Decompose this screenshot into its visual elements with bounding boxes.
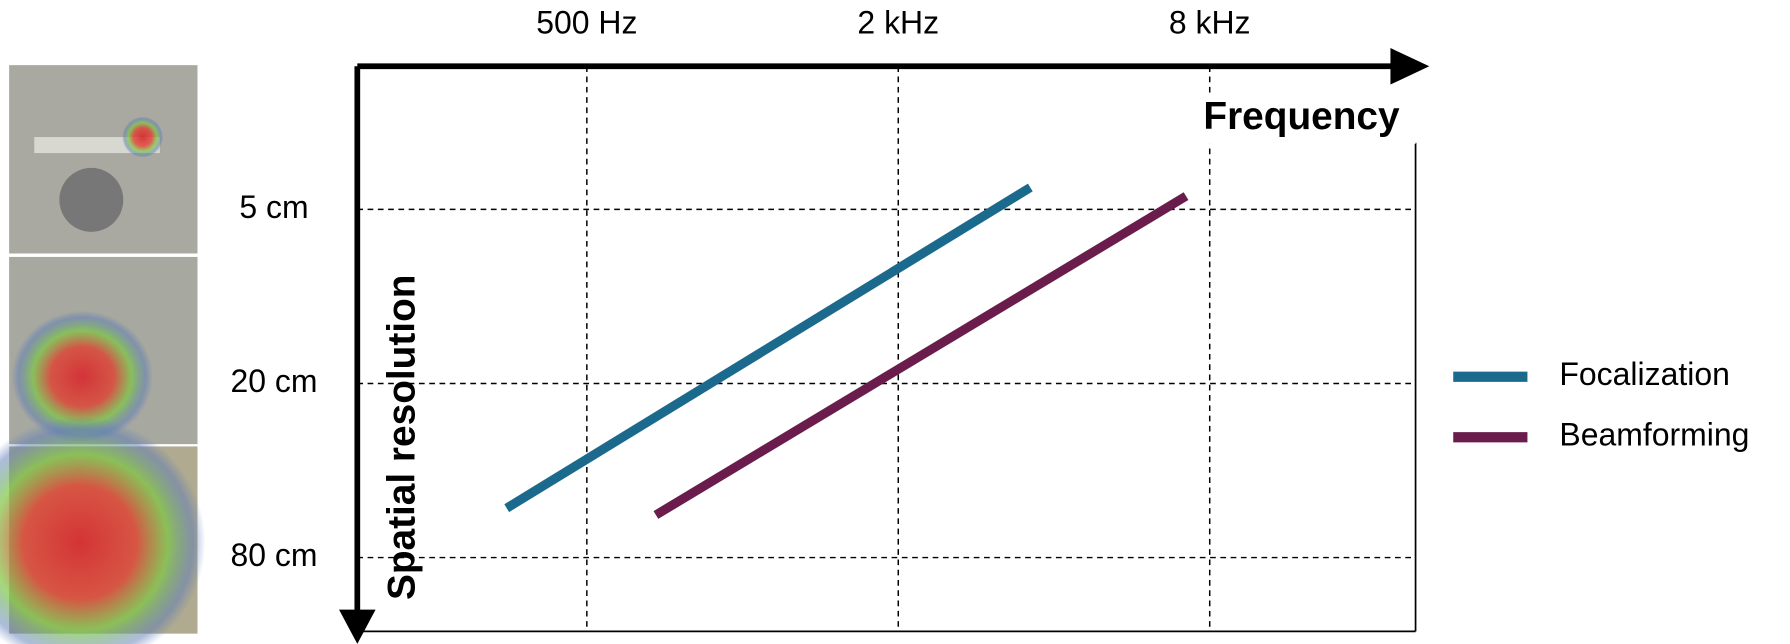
y-axis-title: Spatial resolution [380,275,423,601]
y-tick-label: 80 cm [230,537,317,573]
x-tick-label: 8 kHz [1169,5,1251,41]
x-axis-arrow [1390,48,1429,85]
y-tick-label: 20 cm [230,363,317,399]
grid [357,66,1415,631]
x-axis-title: Frequency [1203,95,1400,138]
chart: Frequency Spatial resolution 500 Hz 2 kHz… [0,0,1790,644]
y-tick-label: 5 cm [239,189,308,225]
thumbnails [0,65,205,644]
photo-detail [59,168,123,232]
y-axis-arrow [339,610,376,644]
series-line [507,187,1031,508]
series-line [656,196,1186,515]
x-tick-label: 500 Hz [536,5,637,41]
heat-spot [122,117,163,158]
legend-label: Beamforming [1559,417,1749,453]
legend-label: Focalization [1559,356,1730,392]
x-tick-label: 2 kHz [857,5,939,41]
